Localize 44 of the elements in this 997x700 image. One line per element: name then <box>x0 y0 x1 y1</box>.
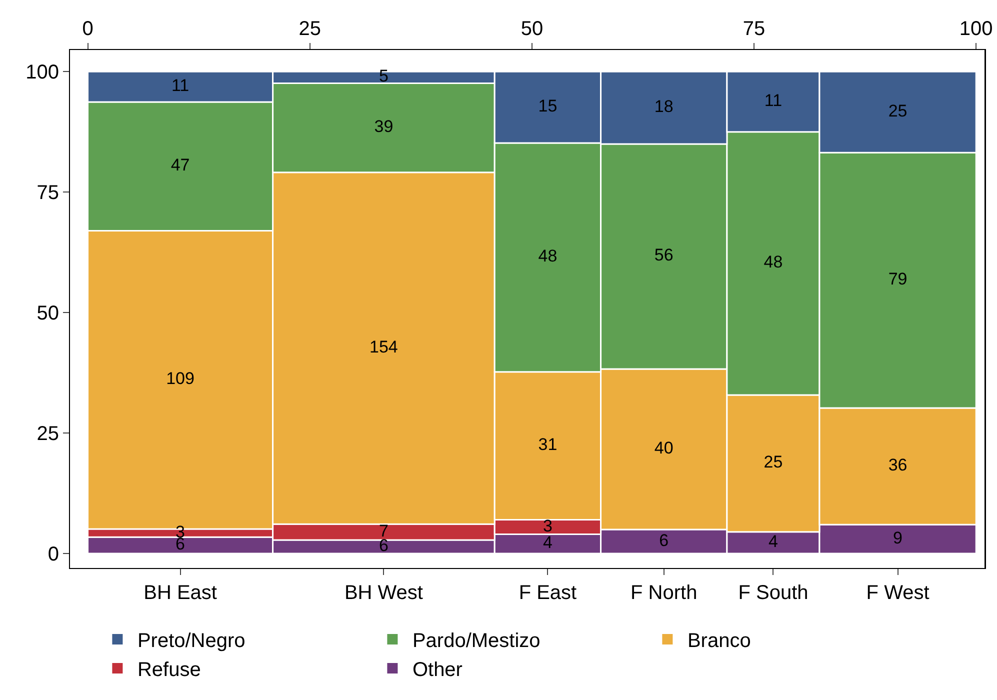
annotation: 4 <box>768 532 778 551</box>
y-tick-label: 0 <box>48 544 59 566</box>
legend-label: Preto/Negro <box>137 630 246 652</box>
annotation: 109 <box>166 369 194 388</box>
x2-tick-label: 100 <box>959 18 993 40</box>
annotation: 11 <box>764 91 782 110</box>
annotation: 47 <box>170 156 190 175</box>
x-tick-label: F North <box>630 582 698 604</box>
annotation: 6 <box>659 530 669 550</box>
y-tick-label: 75 <box>36 182 59 204</box>
legend-label: Other <box>412 659 463 682</box>
annotation: 3 <box>542 516 552 536</box>
annotation: 36 <box>888 456 908 475</box>
annotation: 5 <box>378 66 388 86</box>
x-tick-label: BH East <box>144 582 218 604</box>
x-tick-label: BH West <box>344 582 424 604</box>
annotation: 56 <box>654 246 674 265</box>
annotation: 15 <box>538 96 558 116</box>
annotation: 39 <box>374 117 394 136</box>
annotation: 9 <box>893 528 903 548</box>
x-tick-label: F South <box>738 582 808 604</box>
annotation: 25 <box>888 101 908 120</box>
annotation: 18 <box>654 97 674 116</box>
x2-tick-label: 50 <box>520 18 544 40</box>
legend-label: Pardo/Mestizo <box>412 630 540 652</box>
x-tick-label: F East <box>518 582 578 604</box>
annotation: 31 <box>538 435 558 454</box>
x2-tick-label: 75 <box>742 18 766 40</box>
y-tick-label: 25 <box>36 423 59 446</box>
x2-tick-label: 25 <box>298 18 321 40</box>
annotation: 154 <box>370 338 398 357</box>
legend-label: Branco <box>687 630 751 652</box>
y-tick-label: 100 <box>26 62 59 84</box>
annotation: 4 <box>542 533 552 552</box>
annotation: 48 <box>538 246 558 266</box>
x2-tick-label: 0 <box>82 18 94 40</box>
annotation: 79 <box>888 270 908 289</box>
legend-label: Refuse <box>137 659 201 682</box>
y-tick-label: 50 <box>36 302 59 325</box>
annotation: 40 <box>654 438 674 458</box>
annotation: 25 <box>764 452 783 472</box>
annotation: 48 <box>764 252 783 272</box>
x-tick-label: F West <box>866 582 930 604</box>
annotation: 11 <box>171 76 190 96</box>
